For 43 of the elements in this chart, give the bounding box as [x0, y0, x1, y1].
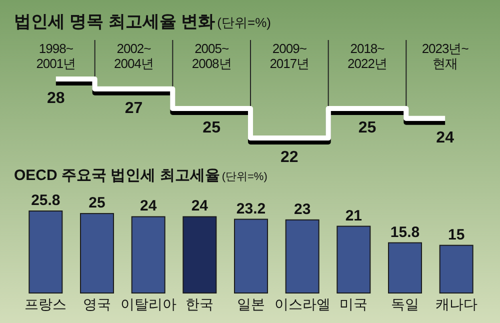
data-label: 25 — [202, 120, 221, 136]
data-label: 25 — [358, 120, 376, 136]
data-label: 23.2 — [236, 200, 266, 218]
data-label: 21 — [345, 207, 362, 224]
data-label: 15.8 — [390, 224, 420, 241]
x-tick-label: 2023년~현재 — [422, 41, 470, 71]
x-tick-label: 일본 — [237, 296, 265, 312]
data-label: 27 — [124, 100, 143, 117]
bar — [234, 218, 268, 294]
bar — [182, 216, 217, 294]
x-tick-label: 1998~2001년 — [36, 41, 76, 71]
x-tick-label: 2005~2008년 — [192, 41, 232, 71]
x-tick-label: 프랑스 — [24, 296, 67, 312]
bar — [439, 244, 474, 294]
data-label: 22 — [280, 149, 298, 166]
x-tick-label: 한국 — [186, 296, 214, 312]
bar — [28, 210, 63, 294]
bar — [388, 242, 422, 294]
data-label: 28 — [47, 90, 65, 107]
x-tick-label: 캐나다 — [435, 296, 478, 312]
bar — [131, 216, 166, 294]
data-label: 24 — [191, 198, 209, 215]
x-tick-label: 독일 — [391, 296, 419, 312]
x-tick-label: 이탈리아 — [120, 296, 176, 312]
data-label: 25.8 — [31, 192, 60, 209]
x-tick-label: 영국 — [83, 296, 111, 312]
chart-title: OECD 주요국 법인세 최고세율 — [14, 167, 220, 184]
chart-title: 법인세 명목 최고세율 변화 — [14, 12, 216, 31]
chart-subtitle: (단위=%) — [217, 15, 271, 30]
data-label: 24 — [436, 129, 454, 146]
x-tick-label: 2002~2004년 — [114, 41, 154, 71]
data-label: 23 — [294, 200, 311, 218]
x-tick-label: 미국 — [340, 296, 368, 312]
data-label: 25 — [88, 194, 106, 212]
data-label: 24 — [140, 198, 158, 215]
x-tick-label: 이스라엘 — [274, 296, 330, 312]
data-label: 15 — [448, 226, 465, 244]
x-tick-label: 2018~2022년 — [348, 41, 387, 71]
chart-subtitle: (단위=%) — [222, 171, 268, 183]
bar — [336, 226, 371, 294]
bar — [285, 219, 320, 294]
bar — [80, 213, 114, 294]
x-tick-label: 2009~2017년 — [270, 41, 310, 71]
